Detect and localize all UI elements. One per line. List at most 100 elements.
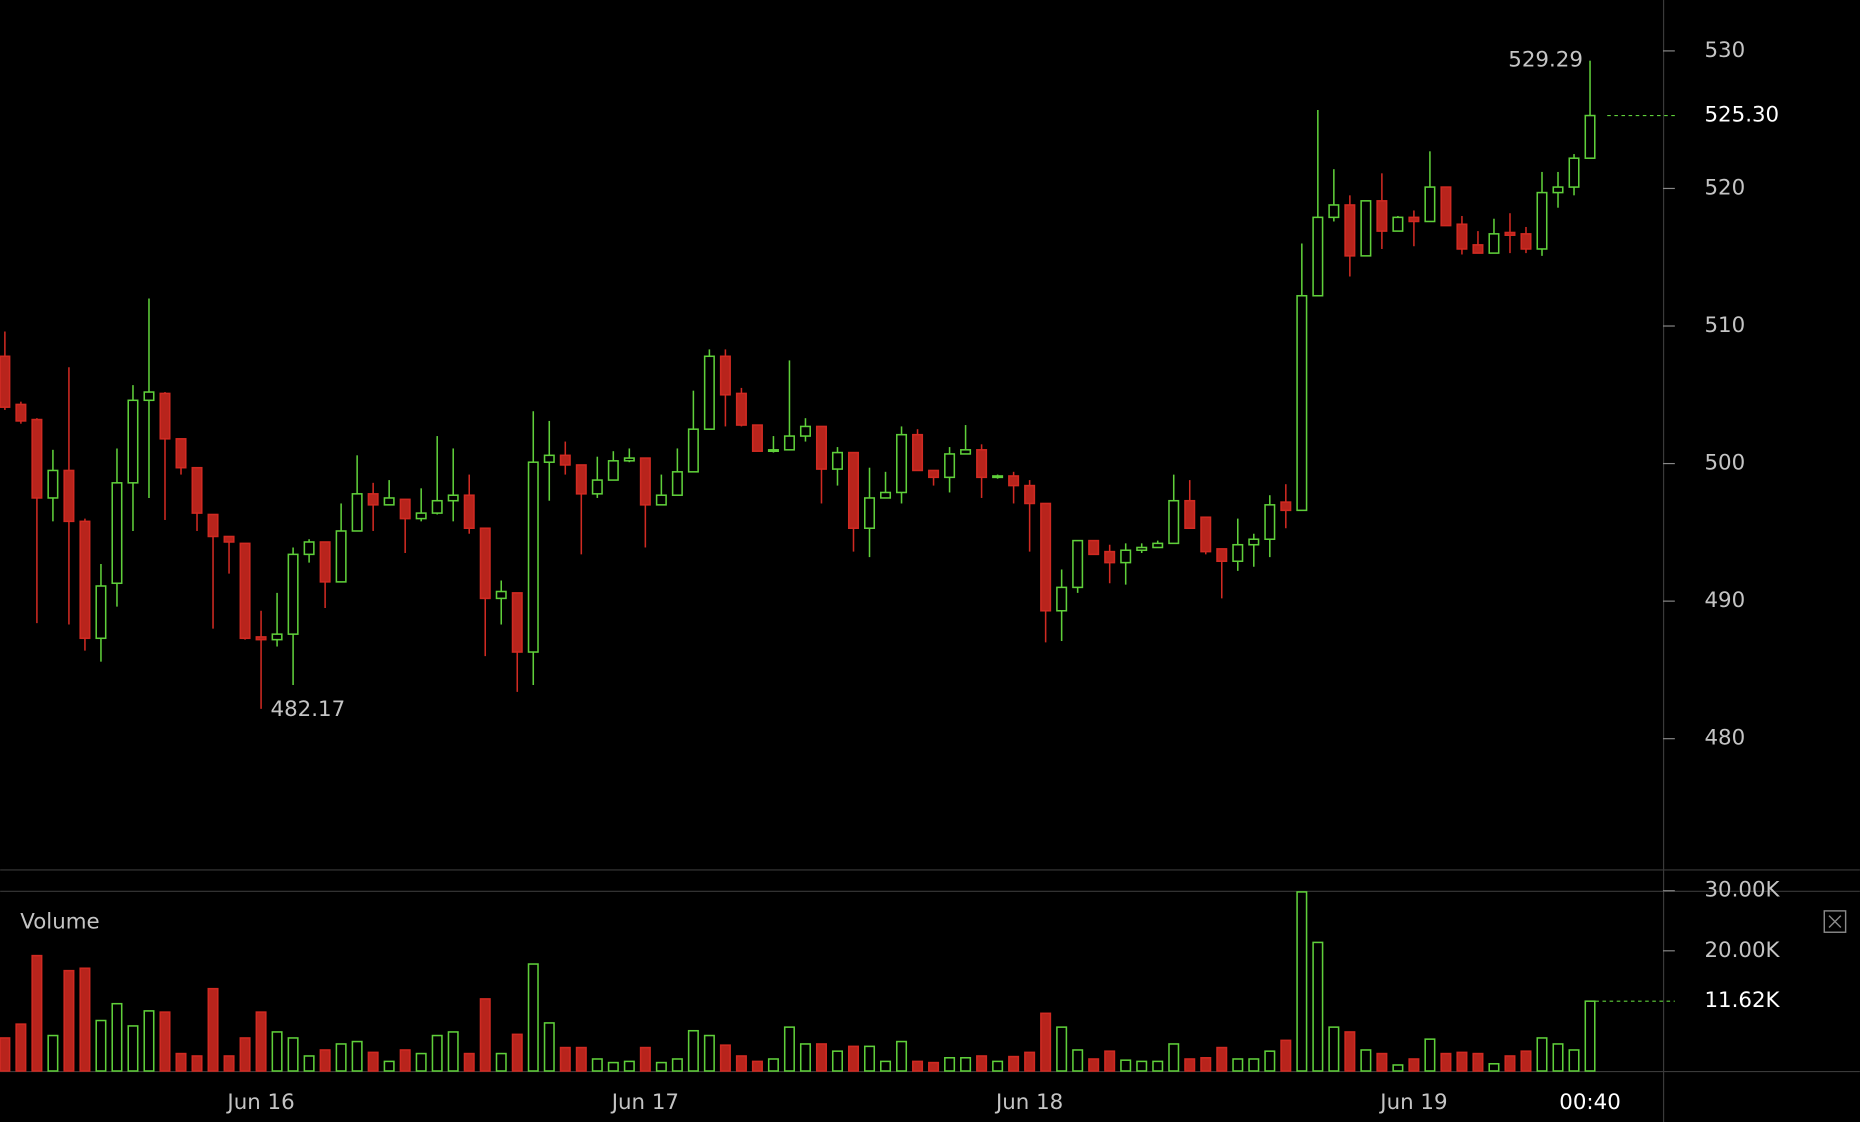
y-tick-label: 510 <box>1704 313 1745 338</box>
candle-body <box>607 460 619 481</box>
candle-body <box>479 527 491 600</box>
volume-bar <box>1312 941 1324 1072</box>
candle-body <box>1408 216 1420 223</box>
candle-body <box>863 497 876 529</box>
volume-bar <box>1120 1059 1132 1072</box>
candle-body <box>1024 484 1036 505</box>
candle-body <box>143 391 155 402</box>
volume-bar <box>928 1061 940 1072</box>
candle-body <box>271 633 283 641</box>
volume-bar <box>767 1058 779 1072</box>
volume-bar <box>1184 1058 1196 1072</box>
volume-bar <box>960 1057 972 1072</box>
y2-tick-label: 20.00K <box>1704 938 1780 963</box>
volume-bar <box>687 1029 699 1072</box>
close-button-frame[interactable] <box>1823 910 1847 933</box>
candle-body <box>928 469 940 479</box>
y-tick-label: 500 <box>1704 451 1745 476</box>
volume-bar <box>255 1011 267 1072</box>
candle-body <box>1088 539 1100 556</box>
volume-bar <box>719 1044 731 1072</box>
candle-body <box>415 512 427 520</box>
candle-body <box>1392 216 1404 232</box>
volume-bar <box>1072 1049 1084 1072</box>
volume-bar <box>319 1049 331 1072</box>
candle-body <box>1104 550 1116 564</box>
candle-body <box>559 454 571 466</box>
volume-bar <box>287 1037 299 1072</box>
low-label: 482.17 <box>271 697 346 722</box>
candle-body <box>1008 475 1020 487</box>
candle-body <box>367 493 379 506</box>
volume-bar <box>1152 1060 1164 1072</box>
volume-bar <box>1424 1038 1436 1072</box>
candle-body <box>0 355 11 408</box>
x-tick-label: Jun 17 <box>610 1090 679 1115</box>
candle-body <box>1296 294 1308 512</box>
volume-bar <box>1040 1012 1052 1072</box>
candle-body <box>703 355 715 430</box>
volume-bar <box>207 987 219 1072</box>
candle-body <box>719 355 731 396</box>
candle-body <box>223 535 235 543</box>
candle-body <box>1376 200 1388 232</box>
volume-title: Volume <box>20 910 99 935</box>
volume-bar <box>447 1031 459 1072</box>
candle-body <box>15 403 27 422</box>
volume-bar <box>1216 1046 1228 1072</box>
high-label: 529.29 <box>1508 48 1583 73</box>
candle-body <box>1504 231 1516 236</box>
volume-bar <box>1376 1052 1388 1072</box>
candle-body <box>95 585 107 640</box>
last-price-label: 525.30 <box>1704 103 1779 128</box>
close-button[interactable] <box>1823 910 1847 933</box>
candle-body <box>671 471 683 496</box>
y-tick-label: 520 <box>1704 175 1745 200</box>
volume-bar <box>239 1037 251 1072</box>
candle-body <box>511 592 523 653</box>
candle-body <box>687 428 699 473</box>
candle-body <box>1424 186 1436 223</box>
volume-bar <box>1104 1050 1116 1072</box>
candle-body <box>399 498 411 520</box>
volume-bar <box>1408 1058 1420 1072</box>
candle-body <box>944 453 956 479</box>
volume-bar <box>1440 1052 1452 1072</box>
volume-bar <box>431 1034 443 1072</box>
last-volume-label: 11.62K <box>1704 988 1780 1013</box>
y-tick-label: 480 <box>1704 726 1745 751</box>
volume-bar <box>1568 1049 1580 1072</box>
candle-body <box>896 433 908 494</box>
candle-body <box>191 466 203 514</box>
volume-bar <box>639 1046 651 1072</box>
candle-body <box>319 541 331 583</box>
candle-body <box>287 553 299 635</box>
volume-bar <box>1056 1026 1068 1072</box>
volume-bar <box>799 1043 811 1072</box>
volume-bar <box>143 1010 155 1072</box>
volume-bar <box>1024 1051 1036 1072</box>
candle-body <box>1472 244 1484 254</box>
volume-bar <box>655 1061 667 1072</box>
volume-bar <box>944 1057 956 1072</box>
candle-body <box>1168 499 1180 545</box>
candle-body <box>815 425 827 470</box>
candle-body <box>1456 223 1468 250</box>
volume-bar <box>495 1052 507 1072</box>
candle-body <box>1120 549 1132 564</box>
candle-body <box>767 449 779 453</box>
candle-body <box>239 542 251 640</box>
candle-body <box>992 475 1004 479</box>
candle-body <box>1216 548 1228 563</box>
volume-bar <box>783 1026 795 1072</box>
candle-body <box>623 457 635 462</box>
candle-body <box>1312 216 1324 297</box>
candle-body <box>527 461 539 653</box>
volume-bar <box>191 1055 203 1072</box>
volume-bar <box>623 1060 635 1072</box>
x-tick-label: Jun 18 <box>994 1090 1063 1115</box>
close-button-icon[interactable] <box>1828 915 1842 928</box>
candle-body <box>383 497 395 506</box>
candle-body <box>543 454 555 463</box>
